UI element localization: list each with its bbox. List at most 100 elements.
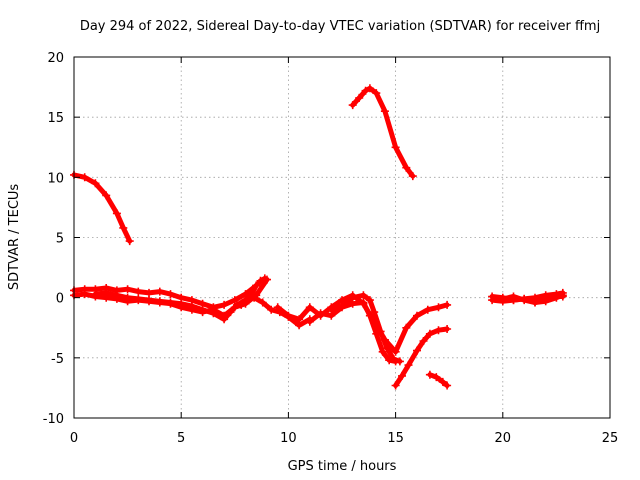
chart-title: Day 294 of 2022, Sidereal Day-to-day VTE… bbox=[80, 19, 600, 34]
data-point-marker bbox=[402, 163, 411, 172]
axis-ticks: 0 5 10 15 20 25 -10 -5 0 5 10 15 20 bbox=[43, 51, 619, 446]
y-tick-label: 5 bbox=[56, 232, 64, 247]
data-point-marker bbox=[155, 297, 164, 306]
data-point-marker bbox=[226, 308, 235, 317]
data-point-marker bbox=[376, 327, 385, 336]
x-tick-label: 20 bbox=[495, 431, 512, 446]
data-point-marker bbox=[389, 355, 398, 363]
data-point-marker bbox=[256, 276, 265, 285]
data-point-marker bbox=[413, 346, 421, 355]
data-point-marker bbox=[498, 294, 507, 303]
data-point-marker bbox=[370, 308, 379, 317]
data-point-marker bbox=[558, 292, 567, 301]
data-point-marker bbox=[284, 311, 293, 320]
data-point-marker bbox=[531, 298, 539, 307]
data-point-marker bbox=[425, 370, 434, 379]
series-arc-1 bbox=[70, 170, 134, 246]
data-point-marker bbox=[220, 300, 229, 309]
data-point-marker bbox=[230, 296, 239, 305]
y-tick-label: 0 bbox=[56, 292, 64, 307]
data-point-marker bbox=[398, 371, 406, 380]
data-point-marker bbox=[134, 287, 143, 296]
data-point-marker bbox=[348, 293, 357, 302]
series-trace bbox=[427, 372, 450, 388]
data-point-marker bbox=[166, 298, 175, 307]
data-point-marker bbox=[80, 290, 89, 299]
data-point-marker bbox=[419, 337, 428, 345]
series-arc-9 bbox=[327, 291, 404, 366]
y-tick-label: 15 bbox=[47, 111, 64, 126]
series-arc-8 bbox=[305, 298, 400, 366]
data-point-marker bbox=[250, 293, 259, 302]
data-point-marker bbox=[488, 292, 497, 301]
data-point-marker bbox=[241, 296, 250, 305]
x-axis-label: GPS time / hours bbox=[288, 459, 397, 474]
data-point-marker bbox=[359, 298, 368, 307]
grid-lines bbox=[74, 57, 610, 418]
y-tick-label: 10 bbox=[47, 171, 64, 186]
data-point-marker bbox=[365, 311, 374, 320]
data-point-marker bbox=[102, 191, 111, 200]
data-point-marker bbox=[378, 347, 387, 356]
data-point-marker bbox=[391, 347, 400, 356]
data-point-marker bbox=[348, 101, 357, 110]
data-point-marker bbox=[305, 303, 314, 312]
data-point-marker bbox=[119, 223, 128, 232]
data-point-marker bbox=[365, 296, 374, 305]
data-point-marker bbox=[434, 303, 443, 312]
data-point-marker bbox=[402, 323, 411, 332]
data-point-marker bbox=[520, 296, 529, 305]
data-point-marker bbox=[361, 86, 370, 95]
series-trace bbox=[350, 85, 416, 179]
data-point-marker bbox=[355, 93, 364, 102]
series-arc-11 bbox=[425, 370, 452, 390]
data-point-marker bbox=[372, 89, 381, 98]
data-point-marker bbox=[395, 357, 404, 366]
data-point-marker bbox=[155, 287, 164, 296]
data-point-marker bbox=[267, 305, 276, 314]
data-point-marker bbox=[425, 329, 434, 338]
data-point-marker bbox=[359, 291, 368, 300]
data-point-marker bbox=[112, 209, 121, 218]
series-arc-6 bbox=[237, 274, 269, 309]
data-point-marker bbox=[177, 299, 186, 308]
data-point-marker bbox=[237, 300, 246, 309]
data-point-marker bbox=[408, 172, 417, 181]
y-axis-label: SDTVAR / TECUs bbox=[7, 184, 22, 291]
data-point-marker bbox=[102, 288, 111, 297]
data-point-marker bbox=[258, 298, 267, 307]
data-point-marker bbox=[380, 107, 389, 116]
series-arc-14 bbox=[498, 292, 567, 307]
series-arc-2 bbox=[348, 84, 417, 181]
data-point-marker bbox=[432, 373, 441, 382]
data-point-marker bbox=[260, 274, 269, 283]
data-point-marker bbox=[413, 311, 421, 320]
x-tick-label: 10 bbox=[280, 431, 297, 446]
data-point-marker bbox=[365, 84, 374, 93]
data-point-marker bbox=[305, 317, 314, 326]
data-point-marker bbox=[198, 305, 207, 314]
data-point-marker bbox=[248, 288, 256, 297]
data-point-marker bbox=[134, 294, 143, 303]
data-point-marker bbox=[509, 292, 518, 301]
data-point-marker bbox=[383, 344, 391, 353]
data-point-marker bbox=[391, 381, 400, 390]
data-point-marker bbox=[338, 302, 346, 311]
x-tick-label: 15 bbox=[387, 431, 404, 446]
series-trace bbox=[328, 292, 403, 364]
data-point-marker bbox=[91, 179, 100, 188]
y-tick-label: -10 bbox=[43, 412, 64, 427]
data-point-marker bbox=[123, 285, 132, 294]
data-point-marker bbox=[112, 291, 121, 300]
data-point-marker bbox=[145, 296, 153, 305]
data-point-marker bbox=[438, 377, 447, 386]
data-point-marker bbox=[443, 381, 452, 390]
data-point-marker bbox=[423, 305, 432, 314]
series-arc-10 bbox=[391, 325, 452, 390]
x-tick-label: 0 bbox=[70, 431, 78, 446]
data-point-marker bbox=[187, 302, 196, 311]
series-trace bbox=[71, 172, 133, 244]
data-point-marker bbox=[166, 290, 175, 299]
data-point-marker bbox=[273, 303, 282, 312]
